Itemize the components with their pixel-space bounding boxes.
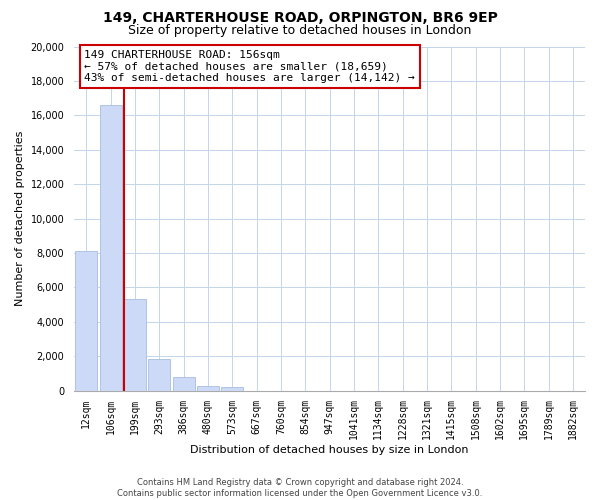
Text: 149, CHARTERHOUSE ROAD, ORPINGTON, BR6 9EP: 149, CHARTERHOUSE ROAD, ORPINGTON, BR6 9… bbox=[103, 11, 497, 25]
Bar bbox=[173, 377, 194, 390]
Text: Contains HM Land Registry data © Crown copyright and database right 2024.
Contai: Contains HM Land Registry data © Crown c… bbox=[118, 478, 482, 498]
Bar bbox=[76, 252, 97, 390]
Bar bbox=[148, 359, 170, 390]
Bar bbox=[124, 300, 146, 390]
Bar bbox=[197, 386, 219, 390]
Text: Size of property relative to detached houses in London: Size of property relative to detached ho… bbox=[128, 24, 472, 37]
Text: 149 CHARTERHOUSE ROAD: 156sqm
← 57% of detached houses are smaller (18,659)
43% : 149 CHARTERHOUSE ROAD: 156sqm ← 57% of d… bbox=[85, 50, 415, 83]
Y-axis label: Number of detached properties: Number of detached properties bbox=[15, 131, 25, 306]
Bar bbox=[100, 105, 122, 391]
X-axis label: Distribution of detached houses by size in London: Distribution of detached houses by size … bbox=[190, 445, 469, 455]
Bar bbox=[221, 387, 243, 390]
